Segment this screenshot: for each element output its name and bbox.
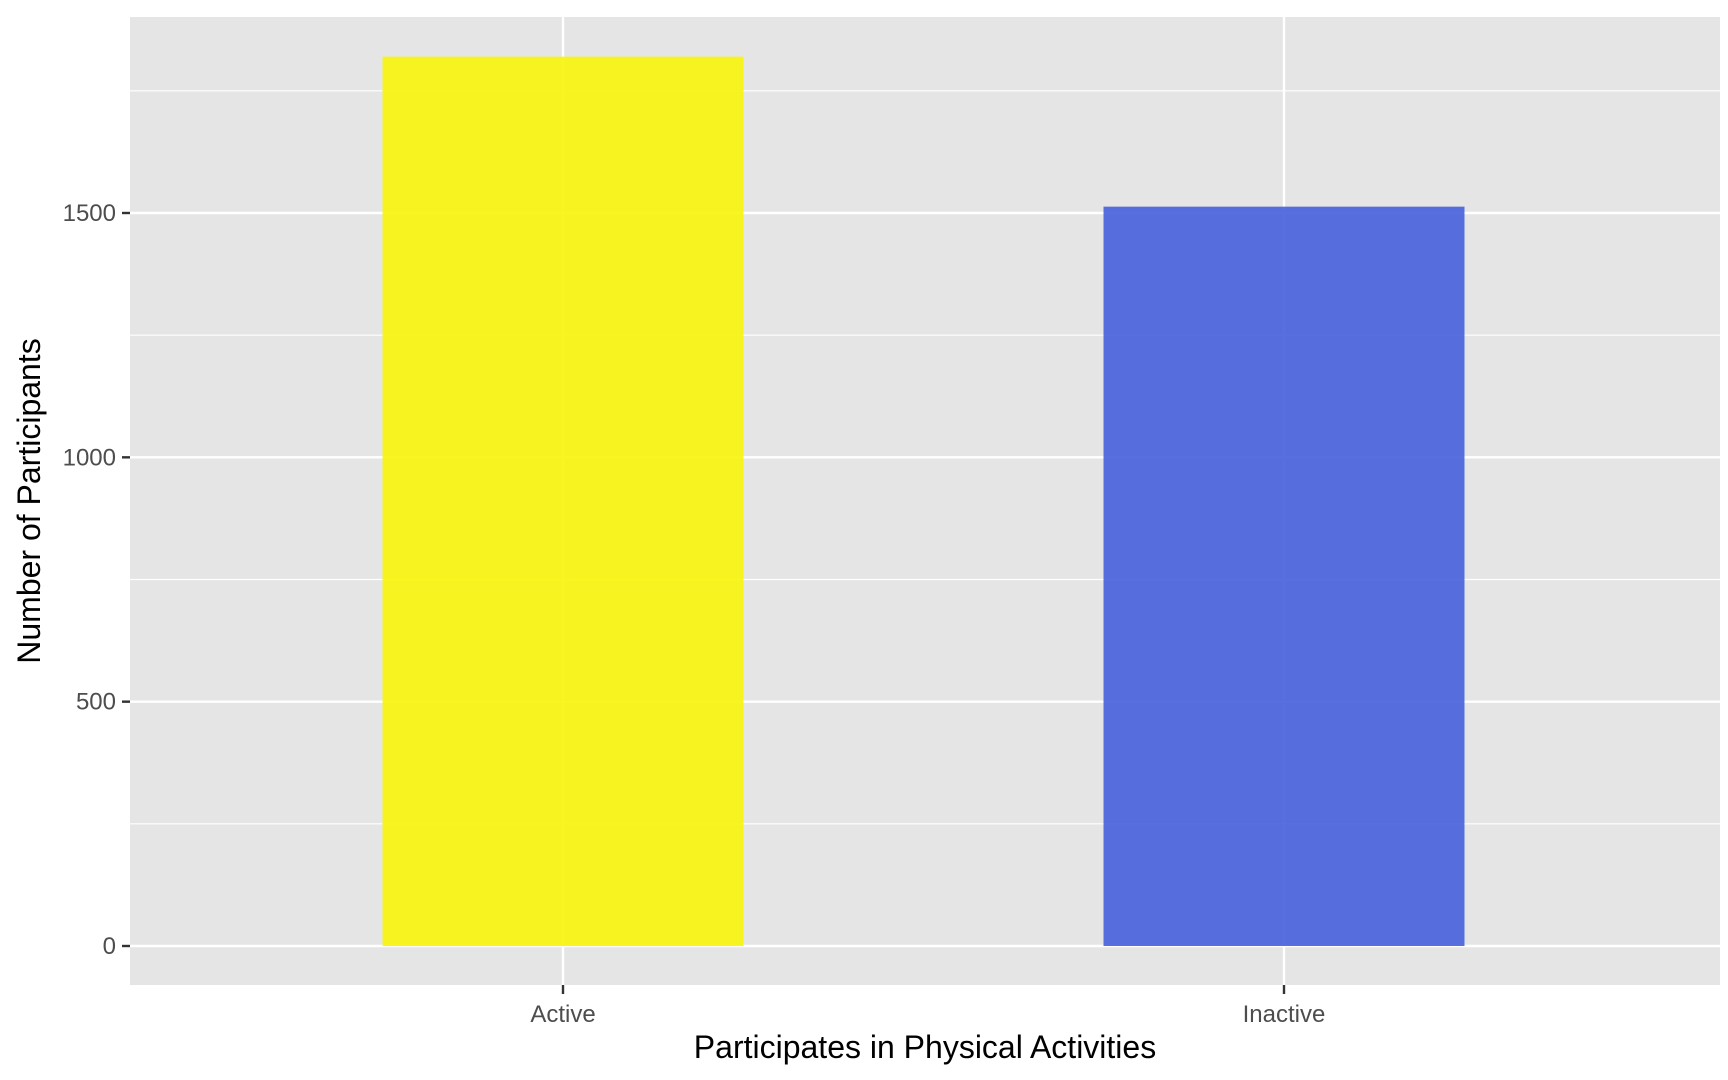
x-axis: Active Inactive — [530, 985, 1325, 1028]
y-tick-label: 1500 — [63, 200, 116, 227]
bars — [382, 56, 1465, 947]
y-tick-label: 1000 — [63, 444, 116, 471]
bar-active — [382, 56, 744, 947]
x-axis-title: Participates in Physical Activities — [694, 1029, 1156, 1065]
y-axis-title: Number of Participants — [11, 338, 47, 663]
y-tick-label: 500 — [76, 689, 116, 716]
y-axis: 0 500 1000 1500 — [63, 200, 130, 960]
x-tick-label: Inactive — [1243, 1001, 1326, 1028]
y-tick-label: 0 — [103, 933, 116, 960]
plot-panel — [130, 17, 1720, 985]
x-tick-label: Active — [530, 1001, 595, 1028]
bar-inactive — [1103, 206, 1465, 946]
